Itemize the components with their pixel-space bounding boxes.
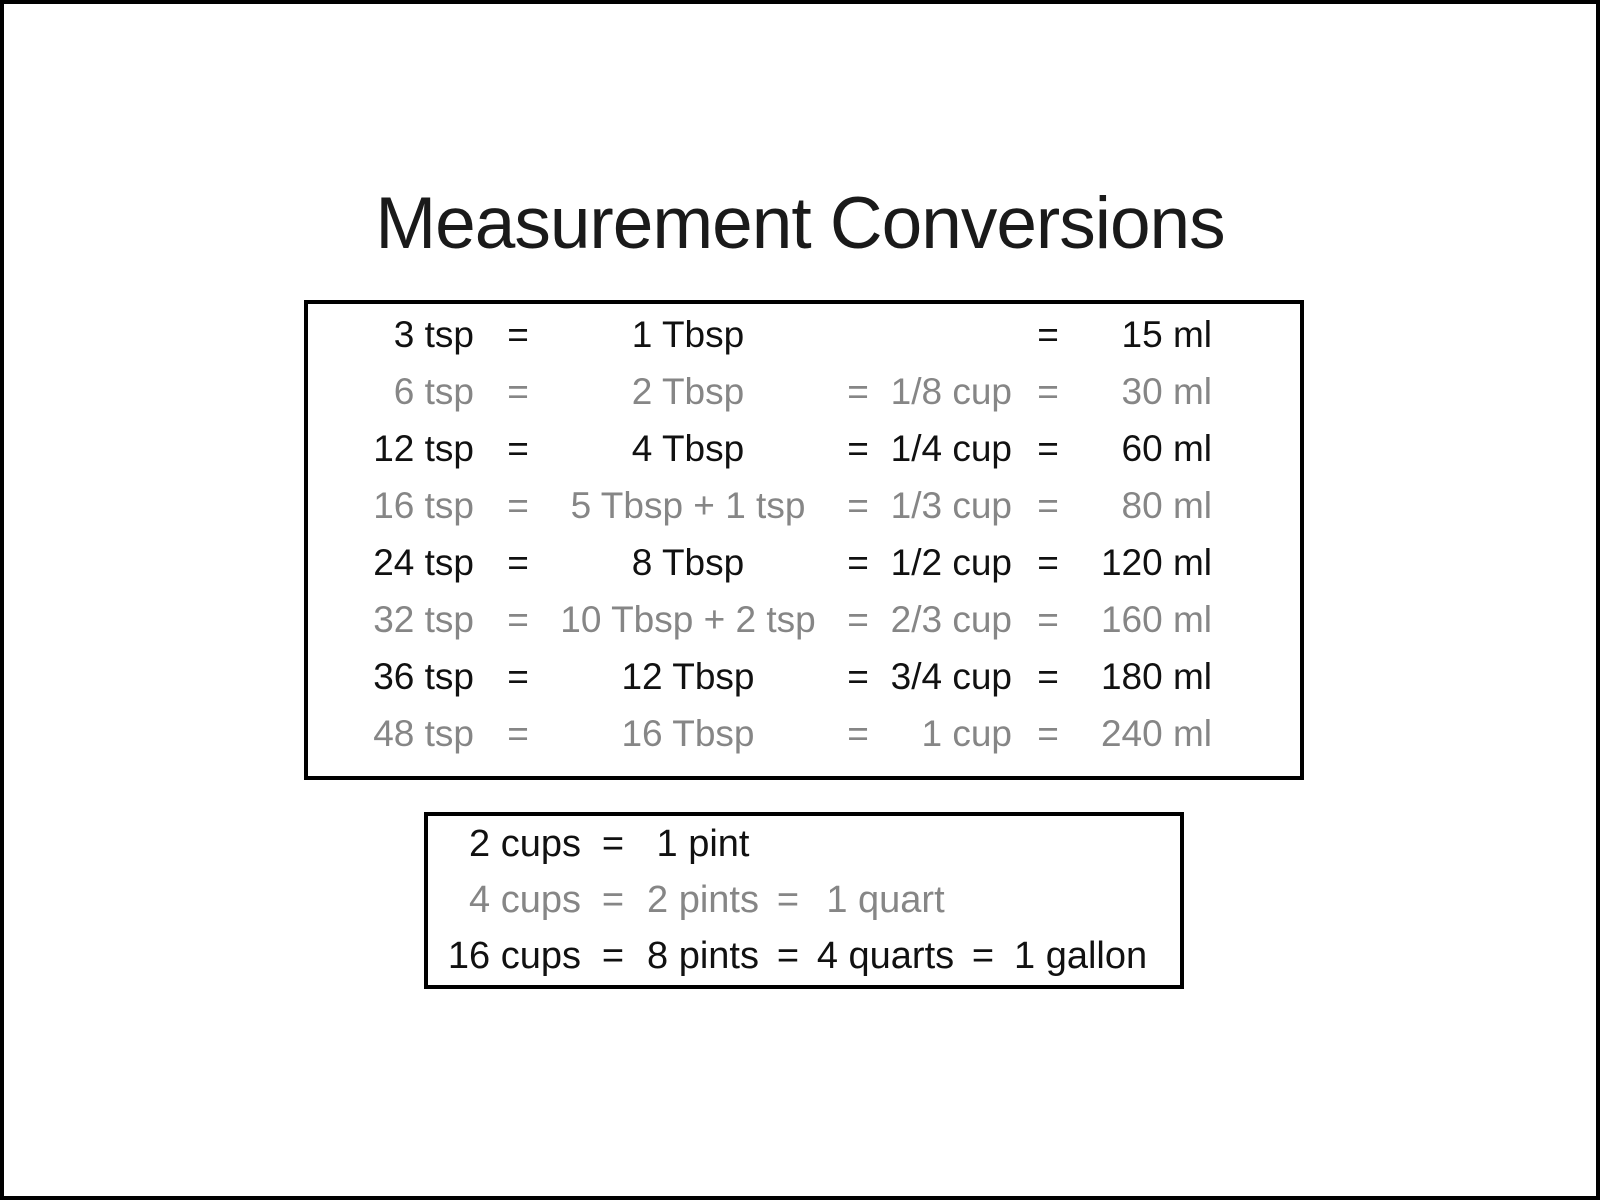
page-title: Measurement Conversions <box>375 183 1225 264</box>
conversion-row: 32 tsp = 10 Tbsp + 2 tsp = 2/3 cup = 160 ml <box>308 591 1300 648</box>
equals-sign: = <box>1037 370 1059 412</box>
equals-sign: = <box>847 541 869 583</box>
equals-sign: = <box>1037 712 1059 754</box>
equals-sign: = <box>507 712 529 754</box>
pints-amount: 2 pints <box>647 879 759 921</box>
equals-sign: = <box>971 935 995 978</box>
conversion-row: 16 cups = 8 pints = 4 quarts = 1 gallon <box>428 929 1180 985</box>
tbsp-amount: 1 Tbsp <box>631 313 745 355</box>
conversion-row: 2 cups = 1 pint <box>428 816 1180 872</box>
conversion-row: 12 tsp = 4 Tbsp = 1/4 cup = 60 ml <box>308 420 1300 477</box>
equals-sign: = <box>847 484 869 526</box>
conversion-row: 6 tsp = 2 Tbsp = 1/8 cup = 30 ml <box>308 363 1300 420</box>
ml-amount: 120 ml <box>1100 541 1212 583</box>
pints-amount: 1 pint <box>656 822 750 865</box>
equals-sign: = <box>1037 541 1059 583</box>
ml-amount: 30 ml <box>1121 370 1212 412</box>
tbsp-amount: 12 Tbsp <box>621 655 755 697</box>
equals-sign: = <box>1037 655 1059 697</box>
gallon-amount: 1 gallon <box>1014 935 1148 978</box>
tbsp-amount: 2 Tbsp <box>631 370 745 412</box>
cups-pints-quarts-gallon-conversion-table: 2 cups = 1 pint 4 cups = 2 pints = 1 quart 16 cu… <box>424 812 1184 989</box>
equals-sign: = <box>601 879 625 921</box>
tsp-amount: 16 tsp <box>373 484 474 526</box>
equals-sign: = <box>847 655 869 697</box>
ml-amount: 240 ml <box>1100 712 1212 754</box>
tsp-amount: 24 tsp <box>373 541 474 583</box>
pints-amount: 8 pints <box>647 935 759 978</box>
tsp-amount: 6 tsp <box>393 370 474 412</box>
equals-sign: = <box>507 427 529 469</box>
cups-amount: 2 cups <box>469 822 581 865</box>
tbsp-amount: 16 Tbsp <box>621 712 755 754</box>
equals-sign: = <box>1037 313 1059 355</box>
cup-amount: 2/3 cup <box>890 598 1012 640</box>
equals-sign: = <box>507 484 529 526</box>
equals-sign: = <box>507 598 529 640</box>
equals-sign: = <box>847 712 869 754</box>
cups-amount: 4 cups <box>469 879 581 921</box>
equals-sign: = <box>776 879 800 921</box>
ml-amount: 60 ml <box>1121 427 1212 469</box>
equals-sign: = <box>601 935 625 978</box>
tbsp-amount: 5 Tbsp + 1 tsp <box>570 484 806 526</box>
cup-amount: 1 cup <box>921 712 1012 754</box>
cup-amount: 3/4 cup <box>890 655 1012 697</box>
ml-amount: 160 ml <box>1100 598 1212 640</box>
equals-sign: = <box>847 598 869 640</box>
tsp-amount: 32 tsp <box>373 598 474 640</box>
tbsp-amount: 8 Tbsp <box>631 541 745 583</box>
conversion-row: 4 cups = 2 pints = 1 quart <box>428 873 1180 929</box>
cups-amount: 16 cups <box>447 935 581 978</box>
conversion-row: 48 tsp = 16 Tbsp = 1 cup = 240 ml <box>308 705 1300 762</box>
cup-amount: 1/2 cup <box>890 541 1012 583</box>
quarts-amount: 1 quart <box>826 879 945 921</box>
tsp-amount: 12 tsp <box>373 427 474 469</box>
equals-sign: = <box>1037 427 1059 469</box>
tsp-amount: 36 tsp <box>373 655 474 697</box>
tsp-amount: 48 tsp <box>373 712 474 754</box>
conversion-row: 24 tsp = 8 Tbsp = 1/2 cup = 120 ml <box>308 534 1300 591</box>
tbsp-amount: 4 Tbsp <box>631 427 745 469</box>
cup-amount: 1/8 cup <box>890 370 1012 412</box>
ml-amount: 180 ml <box>1100 655 1212 697</box>
equals-sign: = <box>847 370 869 412</box>
cup-amount: 1/4 cup <box>890 427 1012 469</box>
ml-amount: 15 ml <box>1121 313 1212 355</box>
conversion-row: 3 tsp = 1 Tbsp = 15 ml <box>308 306 1300 363</box>
conversion-row: 36 tsp = 12 Tbsp = 3/4 cup = 180 ml <box>308 648 1300 705</box>
ml-amount: 80 ml <box>1121 484 1212 526</box>
equals-sign: = <box>776 935 800 978</box>
equals-sign: = <box>1037 484 1059 526</box>
equals-sign: = <box>507 313 529 355</box>
equals-sign: = <box>847 427 869 469</box>
tsp-tbsp-cup-ml-conversion-table: 3 tsp = 1 Tbsp = 15 ml 6 tsp = 2 Tbsp = 1/8 cup = 3… <box>304 300 1304 780</box>
equals-sign: = <box>507 370 529 412</box>
equals-sign: = <box>1037 598 1059 640</box>
cup-amount: 1/3 cup <box>890 484 1012 526</box>
tsp-amount: 3 tsp <box>393 313 474 355</box>
quarts-amount: 4 quarts <box>816 935 955 978</box>
equals-sign: = <box>507 655 529 697</box>
equals-sign: = <box>507 541 529 583</box>
tbsp-amount: 10 Tbsp + 2 tsp <box>560 598 816 640</box>
conversion-row: 16 tsp = 5 Tbsp + 1 tsp = 1/3 cup = 80 ml <box>308 477 1300 534</box>
equals-sign: = <box>601 822 625 865</box>
